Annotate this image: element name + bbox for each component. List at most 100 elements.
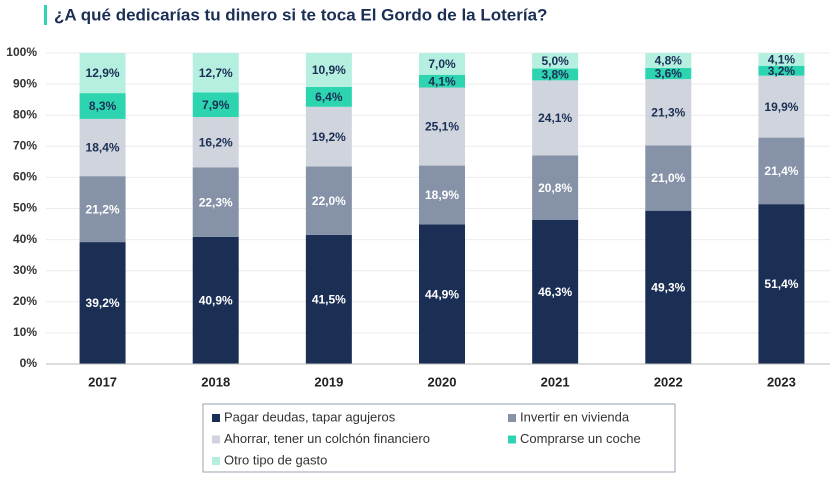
bar-segment xyxy=(192,53,239,93)
data-label: 40,9% xyxy=(199,294,233,308)
data-label: 7,0% xyxy=(428,57,456,71)
data-label: 5,0% xyxy=(541,54,569,68)
bar-segment xyxy=(192,117,239,168)
data-label: 4,8% xyxy=(655,54,683,68)
data-label: 19,2% xyxy=(312,130,346,144)
x-tick-label: 2017 xyxy=(88,374,117,389)
x-tick-label: 2018 xyxy=(201,374,230,389)
bar-segment xyxy=(758,137,805,205)
bar-segment xyxy=(758,53,805,66)
bar-segment xyxy=(645,210,692,364)
x-tick-label: 2022 xyxy=(654,374,683,389)
bar-segment xyxy=(419,87,465,166)
bar-segment xyxy=(532,53,579,69)
bar-segment xyxy=(758,75,805,138)
data-label: 41,5% xyxy=(312,293,346,307)
legend-label: Invertir en vivienda xyxy=(520,409,630,424)
data-label: 12,9% xyxy=(86,66,120,80)
bar-segment xyxy=(532,68,579,81)
legend-label: Pagar deudas, tapar agujeros xyxy=(224,409,396,424)
bar-segment xyxy=(192,167,239,237)
data-label: 22,0% xyxy=(312,194,346,208)
y-tick-label: 90% xyxy=(13,76,37,90)
data-label: 4,1% xyxy=(768,53,796,67)
data-label: 39,2% xyxy=(86,296,120,310)
bar-segment xyxy=(79,118,126,177)
y-tick-label: 100% xyxy=(6,45,37,59)
bar-segment xyxy=(419,224,465,364)
data-label: 25,1% xyxy=(425,120,459,134)
data-label: 6,4% xyxy=(315,90,343,104)
data-label: 46,3% xyxy=(538,285,572,299)
data-label: 20,8% xyxy=(538,181,572,195)
bar-segment xyxy=(79,176,126,243)
legend-label: Ahorrar, tener un colchón financiero xyxy=(224,431,430,446)
bar-segment xyxy=(305,166,352,235)
bar-segment xyxy=(532,155,579,221)
bar-segment xyxy=(645,53,692,68)
legend-swatch xyxy=(508,414,516,422)
bar-segment xyxy=(645,67,692,80)
x-tick-label: 2020 xyxy=(428,374,457,389)
bar-segment xyxy=(79,93,126,119)
bar-segment xyxy=(79,242,126,364)
data-label: 10,9% xyxy=(312,63,346,77)
legend-swatch xyxy=(212,414,220,422)
bar-segment xyxy=(532,220,579,364)
legend-swatch xyxy=(212,457,220,465)
data-label: 18,9% xyxy=(425,188,459,202)
bar-segment xyxy=(79,53,126,94)
y-tick-label: 70% xyxy=(13,138,37,152)
data-label: 3,6% xyxy=(655,67,683,81)
y-tick-label: 80% xyxy=(13,107,37,121)
bar-segment xyxy=(305,53,352,87)
y-tick-label: 10% xyxy=(13,325,37,339)
data-label: 51,4% xyxy=(764,277,798,291)
data-label: 21,4% xyxy=(764,164,798,178)
legend-swatch xyxy=(212,435,220,444)
y-tick-label: 60% xyxy=(13,170,37,184)
data-label: 21,3% xyxy=(651,105,685,119)
data-label: 18,4% xyxy=(86,141,120,155)
data-label: 21,2% xyxy=(86,202,120,216)
chart-title: ¿A qué dedicarías tu dinero si te toca E… xyxy=(54,5,547,24)
x-tick-label: 2019 xyxy=(314,374,343,389)
data-label: 12,7% xyxy=(199,66,233,80)
legend-label: Comprarse un coche xyxy=(520,431,641,446)
data-label: 4,1% xyxy=(428,74,456,88)
bar-segment xyxy=(645,145,692,211)
data-label: 19,9% xyxy=(764,100,798,114)
legend-swatch xyxy=(508,435,516,444)
data-label: 21,0% xyxy=(651,171,685,185)
data-label: 3,8% xyxy=(541,68,569,82)
bar-segment xyxy=(305,86,352,107)
data-label: 49,3% xyxy=(651,281,685,295)
bar-segment xyxy=(192,236,239,364)
y-tick-label: 20% xyxy=(13,294,37,308)
data-label: 24,1% xyxy=(538,111,572,125)
bar-segment xyxy=(419,53,465,75)
x-tick-label: 2021 xyxy=(541,374,570,389)
y-tick-label: 40% xyxy=(13,232,37,246)
data-label: 7,9% xyxy=(202,98,230,112)
bar-segment xyxy=(305,234,352,364)
legend-label: Otro tipo de gasto xyxy=(224,452,327,467)
bar-segment xyxy=(419,74,465,88)
data-label: 16,2% xyxy=(199,135,233,149)
data-label: 22,3% xyxy=(199,195,233,209)
bar-segment xyxy=(192,92,239,118)
data-label: 8,3% xyxy=(89,99,117,113)
data-label: 3,2% xyxy=(768,64,796,78)
bar-segment xyxy=(758,65,805,76)
bar-segment xyxy=(532,80,579,156)
y-tick-label: 30% xyxy=(13,263,37,277)
title-accent xyxy=(44,5,47,25)
bar-segment xyxy=(419,165,465,225)
bar-segment xyxy=(645,79,692,146)
y-tick-label: 0% xyxy=(20,356,38,370)
y-tick-label: 50% xyxy=(13,201,37,215)
bar-segment xyxy=(758,204,805,364)
x-tick-label: 2023 xyxy=(767,374,796,389)
legend-box xyxy=(202,403,676,473)
